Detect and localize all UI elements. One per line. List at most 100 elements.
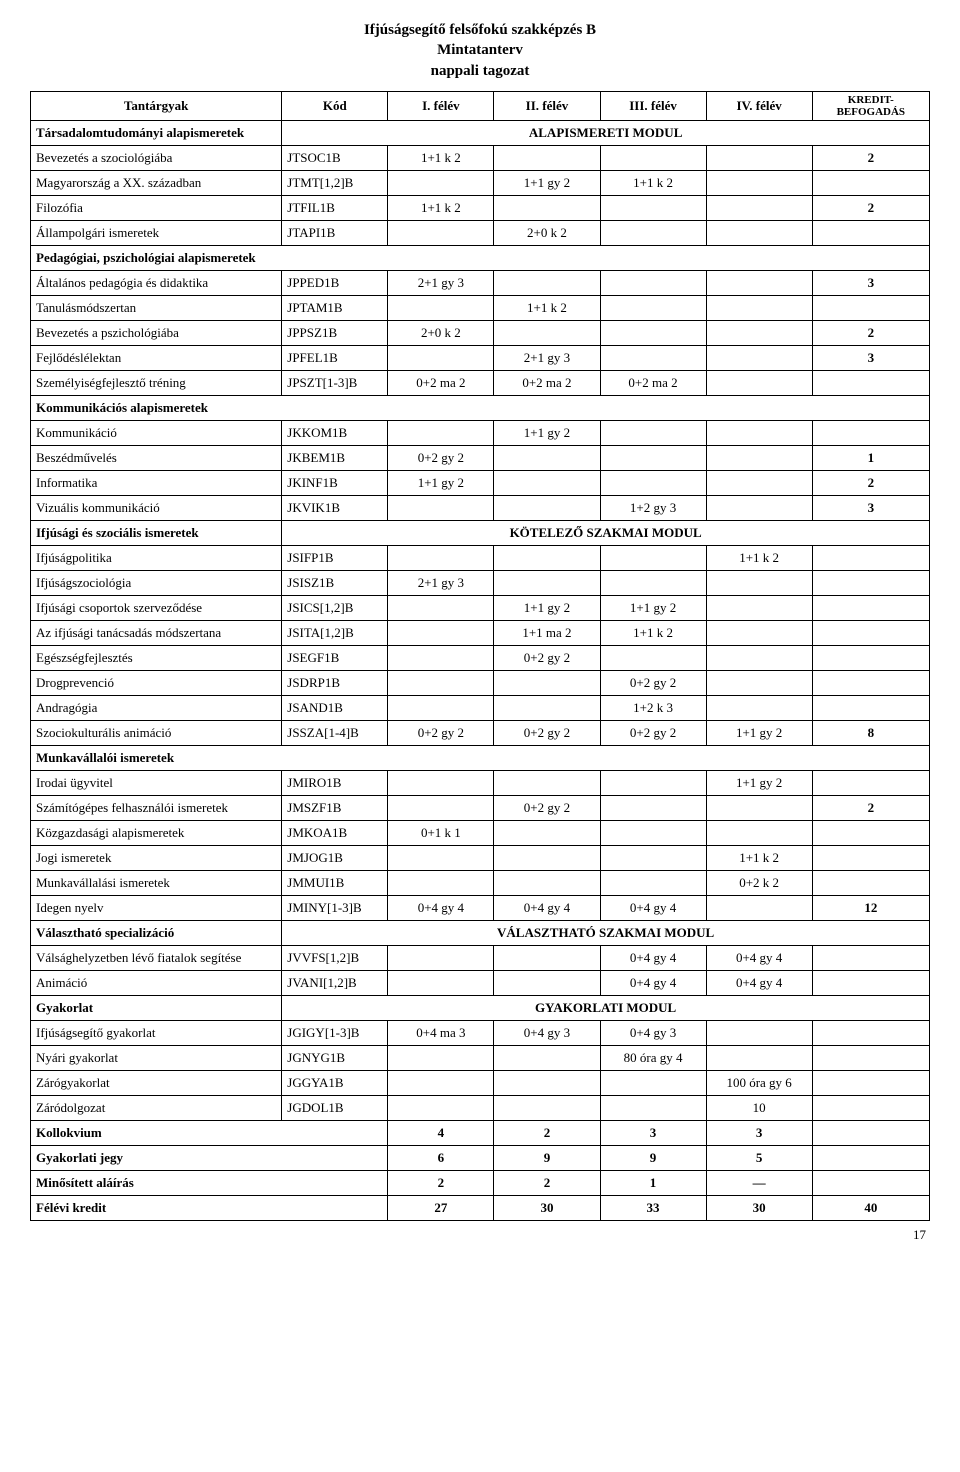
subject-cell: Irodai ügyvitel xyxy=(31,770,282,795)
summary-row: Félévi kredit2730333040 xyxy=(31,1195,930,1220)
sem-cell: 1+1 k 2 xyxy=(706,845,812,870)
subject-cell: Beszédművelés xyxy=(31,445,282,470)
curriculum-table: Tantárgyak Kód I. félév II. félév III. f… xyxy=(30,91,930,1221)
sem-cell xyxy=(494,470,600,495)
table-row: Ifjúsági csoportok szerveződéseJSICS[1,2… xyxy=(31,595,930,620)
sem-cell xyxy=(388,970,494,995)
code-cell: JMIRO1B xyxy=(282,770,388,795)
code-cell: JSIFP1B xyxy=(282,545,388,570)
sem-cell xyxy=(706,1020,812,1045)
sem-cell: 1+1 gy 2 xyxy=(600,595,706,620)
sem-cell xyxy=(600,870,706,895)
sem-cell xyxy=(600,820,706,845)
code-cell: JGIGY[1-3]B xyxy=(282,1020,388,1045)
sem-cell: 0+4 gy 4 xyxy=(706,970,812,995)
module-alap: ALAPISMERETI MODUL xyxy=(282,120,930,145)
code-cell: JSAND1B xyxy=(282,695,388,720)
credit-cell xyxy=(812,170,929,195)
credit-cell xyxy=(812,620,929,645)
table-row: KommunikációJKKOM1B1+1 gy 2 xyxy=(31,420,930,445)
sem-cell xyxy=(600,545,706,570)
sem-cell xyxy=(600,470,706,495)
summary-cell: 5 xyxy=(706,1145,812,1170)
table-row: Irodai ügyvitelJMIRO1B 1+1 gy 2 xyxy=(31,770,930,795)
sem-cell: 1+1 k 2 xyxy=(706,545,812,570)
subject-cell: Magyarország a XX. században xyxy=(31,170,282,195)
code-cell: JTFIL1B xyxy=(282,195,388,220)
th-sem4: IV. félév xyxy=(706,91,812,120)
credit-cell: 2 xyxy=(812,470,929,495)
sem-cell xyxy=(600,220,706,245)
sem-cell xyxy=(706,145,812,170)
sem-cell xyxy=(706,795,812,820)
sem-cell xyxy=(600,195,706,220)
sem-cell: 1+1 gy 2 xyxy=(388,470,494,495)
table-row: Vizuális kommunikációJKVIK1B1+2 gy 33 xyxy=(31,495,930,520)
table-row: Válsághelyzetben lévő fiatalok segítéseJ… xyxy=(31,945,930,970)
sem-cell xyxy=(706,495,812,520)
subject-cell: Általános pedagógia és didaktika xyxy=(31,270,282,295)
subject-cell: Bevezetés a szociológiába xyxy=(31,145,282,170)
sem-cell: 0+4 gy 4 xyxy=(600,970,706,995)
table-row: Általános pedagógia és didaktikaJPPED1B2… xyxy=(31,270,930,295)
sem-cell: 0+4 gy 4 xyxy=(388,895,494,920)
summary-label: Minősített aláírás xyxy=(31,1170,388,1195)
summary-label: Félévi kredit xyxy=(31,1195,388,1220)
sem-cell: 1+1 gy 2 xyxy=(706,770,812,795)
sem-cell xyxy=(706,670,812,695)
credit-cell: 3 xyxy=(812,345,929,370)
sem-cell xyxy=(388,795,494,820)
sem-cell: 100 óra gy 6 xyxy=(706,1070,812,1095)
sem-cell: 2+0 k 2 xyxy=(494,220,600,245)
section-valaszthato-spec: Választható specializáció xyxy=(31,920,282,945)
subject-cell: Állampolgári ismeretek xyxy=(31,220,282,245)
sem-cell: 0+2 gy 2 xyxy=(600,720,706,745)
credit-cell xyxy=(812,645,929,670)
header-row: Tantárgyak Kód I. félév II. félév III. f… xyxy=(31,91,930,120)
table-row: Bevezetés a szociológiábaJTSOC1B1+1 k 22 xyxy=(31,145,930,170)
sem-cell: 0+2 ma 2 xyxy=(388,370,494,395)
subject-cell: Ifjúsági csoportok szerveződése xyxy=(31,595,282,620)
sem-cell xyxy=(388,420,494,445)
sem-cell xyxy=(494,545,600,570)
sem-cell: 0+2 gy 2 xyxy=(494,795,600,820)
subject-cell: Az ifjúsági tanácsadás módszertana xyxy=(31,620,282,645)
summary-cell: 40 xyxy=(812,1195,929,1220)
summary-cell: 2 xyxy=(388,1170,494,1195)
sem-cell xyxy=(600,645,706,670)
table-row: BeszédművelésJKBEM1B0+2 gy 21 xyxy=(31,445,930,470)
sem-cell: 1+1 gy 2 xyxy=(494,170,600,195)
subject-cell: Animáció xyxy=(31,970,282,995)
table-row: Jogi ismeretekJMJOG1B1+1 k 2 xyxy=(31,845,930,870)
sem-cell: 2+1 gy 3 xyxy=(388,570,494,595)
subject-cell: Ifjúságszociológia xyxy=(31,570,282,595)
section-row: Munkavállalói ismeretek xyxy=(31,745,930,770)
sem-cell xyxy=(494,320,600,345)
sem-cell: 2+0 k 2 xyxy=(388,320,494,345)
code-cell: JKVIK1B xyxy=(282,495,388,520)
subject-cell: Bevezetés a pszichológiába xyxy=(31,320,282,345)
sem-cell xyxy=(494,1095,600,1120)
credit-cell xyxy=(812,820,929,845)
summary-cell xyxy=(812,1145,929,1170)
code-cell: JSSZA[1-4]B xyxy=(282,720,388,745)
summary-cell: 3 xyxy=(600,1120,706,1145)
subject-cell: Nyári gyakorlat xyxy=(31,1045,282,1070)
subject-cell: Vizuális kommunikáció xyxy=(31,495,282,520)
credit-cell: 12 xyxy=(812,895,929,920)
sem-cell: 1+2 gy 3 xyxy=(600,495,706,520)
sem-cell xyxy=(388,945,494,970)
sem-cell xyxy=(388,670,494,695)
table-row: Idegen nyelvJMINY[1-3]B0+4 gy 40+4 gy 40… xyxy=(31,895,930,920)
credit-cell xyxy=(812,1095,929,1120)
credit-cell xyxy=(812,220,929,245)
code-cell: JSICS[1,2]B xyxy=(282,595,388,620)
sem-cell xyxy=(388,695,494,720)
sem-cell xyxy=(706,570,812,595)
summary-row: Minősített aláírás221— xyxy=(31,1170,930,1195)
sem-cell xyxy=(494,1045,600,1070)
sem-cell xyxy=(388,845,494,870)
code-cell: JSDRP1B xyxy=(282,670,388,695)
th-code: Kód xyxy=(282,91,388,120)
title-line-2: Mintatanterv xyxy=(30,40,930,60)
